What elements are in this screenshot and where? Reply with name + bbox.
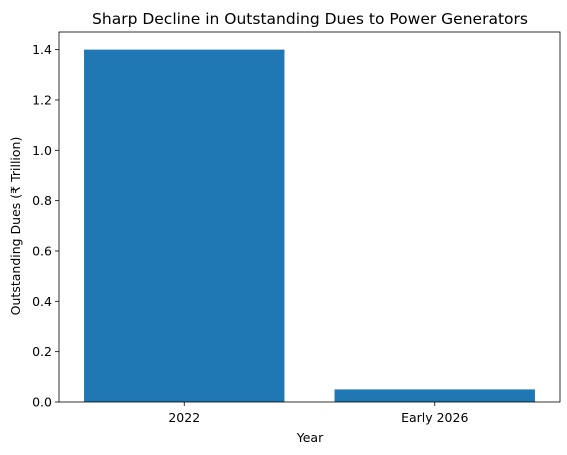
bar [84, 49, 285, 402]
y-tick-label: 0.6 [32, 243, 52, 258]
chart-title: Sharp Decline in Outstanding Dues to Pow… [92, 10, 528, 28]
y-tick-label: 0.8 [32, 193, 52, 208]
bar [334, 389, 535, 402]
y-tick-label: 0.2 [32, 344, 52, 359]
plot-area: 2022 Early 2026 0.0 0.2 0.4 0.6 0.8 1.0 1.2 1.4 [32, 31, 561, 425]
y-tick-label: 0.4 [32, 294, 52, 309]
y-tick-label: 1.0 [32, 143, 52, 158]
x-axis-label: Year [296, 430, 324, 445]
y-axis-label: Outstanding Dues (₹ Trillion) [8, 137, 23, 316]
plot-frame [58, 31, 561, 403]
y-tick-label: 1.2 [32, 92, 52, 107]
x-tick-label: 2022 [168, 410, 200, 425]
x-tick-label: Early 2026 [401, 410, 468, 425]
y-tick-label: 1.4 [32, 42, 52, 57]
y-tick-label: 0.0 [32, 395, 52, 410]
